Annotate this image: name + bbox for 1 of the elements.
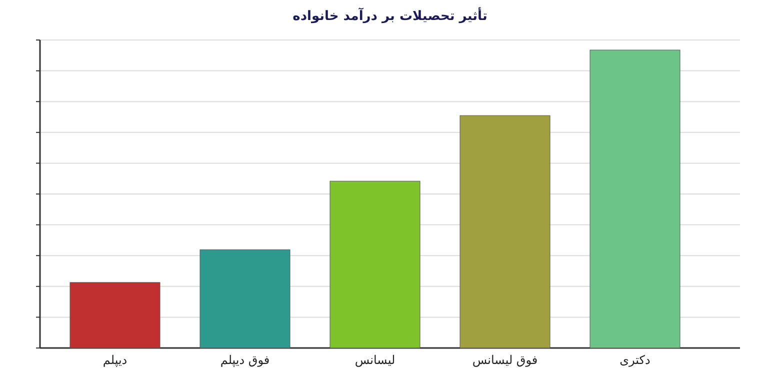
title: تأثیر تحصیلات بر درآمد خانواده xyxy=(292,9,488,24)
